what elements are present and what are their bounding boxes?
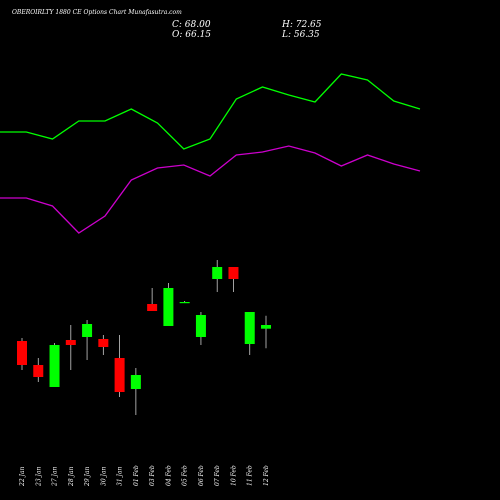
x-tick-label: 22 Jan bbox=[19, 466, 26, 487]
x-tick-label: 01 Feb bbox=[133, 465, 140, 486]
candle-body bbox=[33, 365, 44, 377]
line-series bbox=[0, 145, 421, 234]
x-tick-label: 23 Jan bbox=[35, 466, 42, 487]
x-tick-label: 10 Feb bbox=[230, 465, 237, 486]
candle-body bbox=[195, 315, 206, 337]
close-label: C: 68.00 bbox=[172, 20, 211, 30]
x-tick-label: 06 Feb bbox=[198, 465, 205, 486]
candle-body bbox=[82, 324, 93, 337]
candle-body bbox=[179, 302, 190, 304]
candle-body bbox=[49, 345, 60, 387]
candle-body bbox=[65, 340, 76, 345]
x-tick-label: 07 Feb bbox=[214, 465, 221, 486]
candle-body bbox=[163, 288, 174, 326]
candle-body bbox=[98, 339, 109, 347]
x-tick-label: 29 Jan bbox=[84, 466, 91, 487]
chart-title: OBEROIRLTY 1880 CE Options Chart Munafas… bbox=[12, 9, 182, 16]
candle-body bbox=[130, 375, 141, 389]
x-tick-label: 11 Feb bbox=[247, 465, 254, 486]
x-tick-label: 31 Jan bbox=[117, 466, 124, 486]
x-tick-label: 12 Feb bbox=[263, 465, 270, 486]
x-tick-label: 03 Feb bbox=[149, 465, 156, 486]
x-tick-label: 27 Jan bbox=[52, 466, 59, 487]
candle-body bbox=[17, 341, 27, 365]
x-tick-label: 30 Jan bbox=[100, 466, 107, 486]
candle-body bbox=[147, 304, 158, 311]
candle-body bbox=[114, 358, 125, 392]
candle-body bbox=[261, 325, 271, 329]
x-tick-label: 05 Feb bbox=[182, 465, 189, 486]
candle-body bbox=[212, 267, 223, 279]
candle-body bbox=[244, 312, 255, 344]
line-series bbox=[0, 73, 421, 150]
x-tick-label: 28 Jan bbox=[68, 466, 75, 487]
high-label: H: 72.65 bbox=[281, 20, 322, 30]
candle-body bbox=[228, 267, 239, 279]
low-label: L: 56.35 bbox=[281, 30, 320, 40]
open-label: O: 66.15 bbox=[172, 30, 211, 40]
x-tick-label: 04 Feb bbox=[165, 465, 172, 486]
